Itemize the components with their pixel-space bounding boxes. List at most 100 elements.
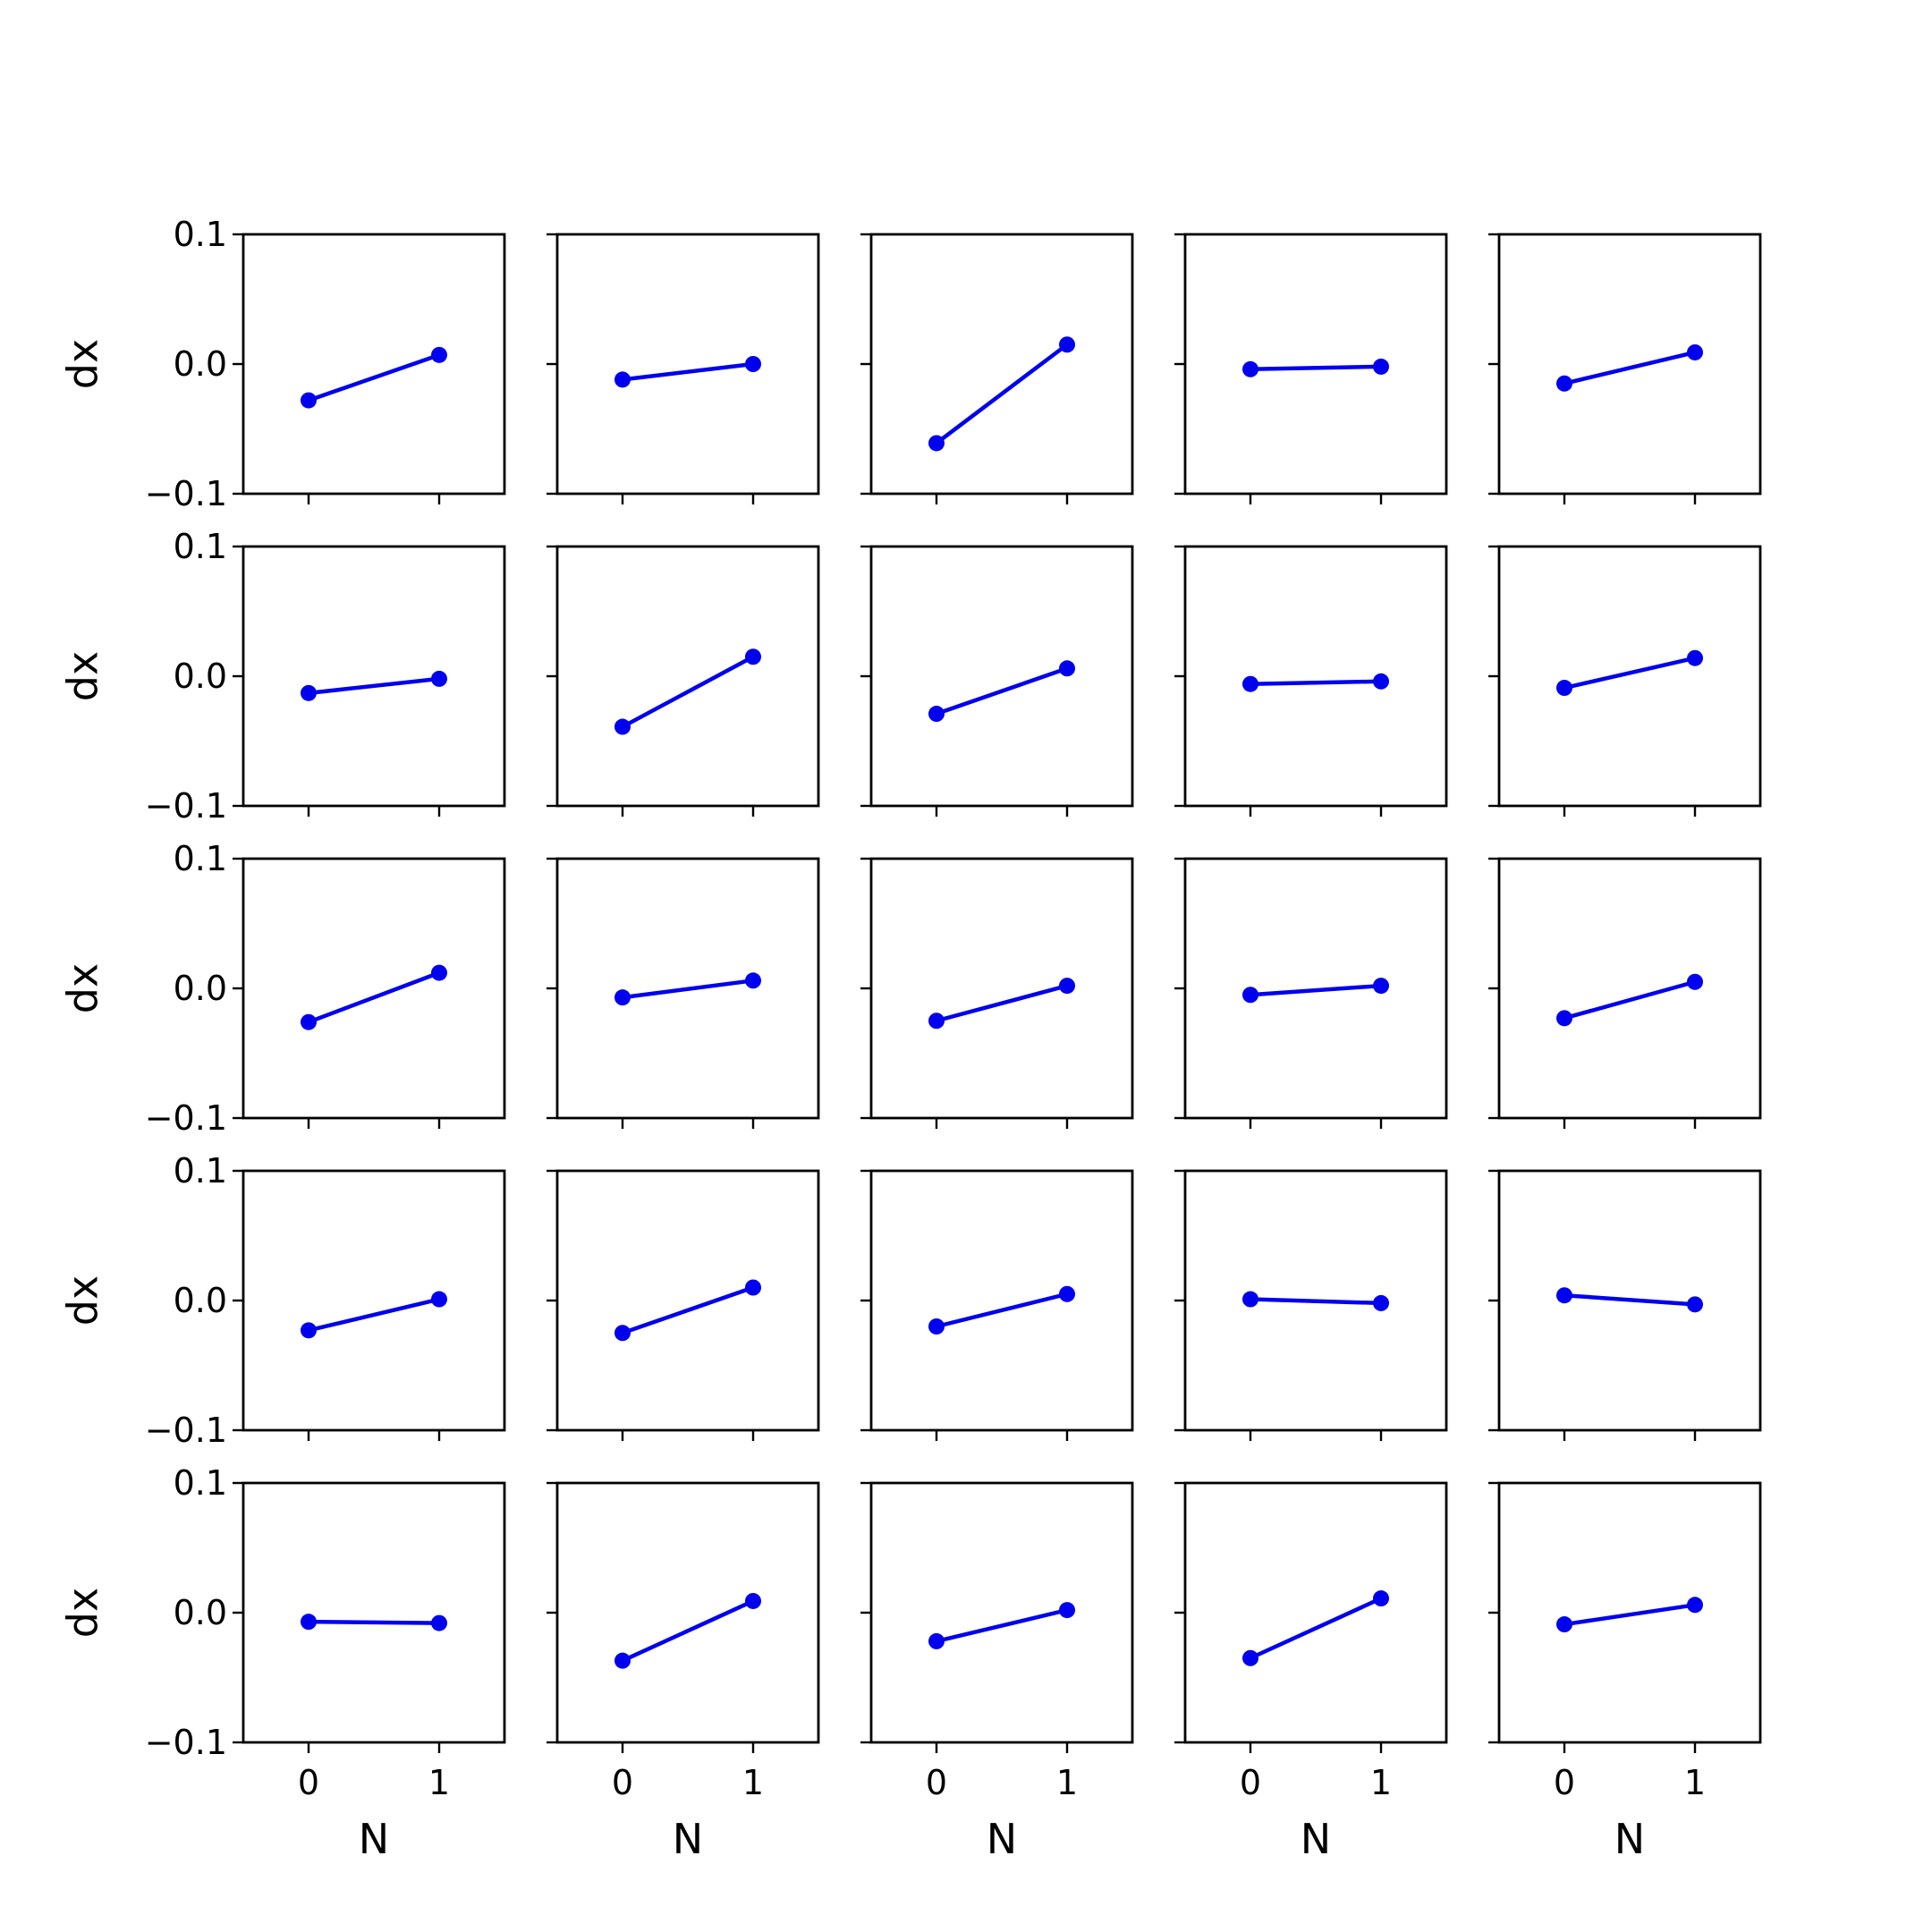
panel-0-0-ytick-label-1: 0.0 xyxy=(174,344,227,384)
panel-0-1-series-line xyxy=(620,361,756,382)
panel-3-0-frame xyxy=(242,1169,506,1432)
panel-1-0-ytick-label-2: 0.1 xyxy=(174,527,227,566)
panel-3-1-point-1 xyxy=(745,1279,761,1296)
panel-4-0-ytick-label-2: 0.1 xyxy=(174,1463,227,1503)
panel-0-2-series-line xyxy=(934,343,1070,445)
panel-3-1-series-line xyxy=(620,1285,756,1335)
panel-4-0-ytick-label-0: −0.1 xyxy=(145,1723,227,1762)
panel-4-4-xtick-label-1: 1 xyxy=(1684,1763,1706,1802)
panel-0-4-series-line xyxy=(1562,350,1698,386)
panel-4-2-series-line xyxy=(934,1607,1070,1644)
panel-0-3-series-line xyxy=(1248,364,1384,372)
panel-2-1-point-0 xyxy=(614,989,631,1006)
panel-4-0-ytick-label-1: 0.0 xyxy=(174,1593,227,1632)
panel-0-3-frame xyxy=(1183,233,1448,496)
panel-3-1-frame xyxy=(555,1169,820,1432)
panel-4-1-series-line xyxy=(620,1598,756,1663)
panel-2-3-point-0 xyxy=(1242,987,1258,1004)
panel-2-xlabel: N xyxy=(987,1815,1017,1863)
panel-0-0-ytick-label-0: −0.1 xyxy=(145,474,227,513)
panel-1-1-point-1 xyxy=(745,648,761,665)
panel-2-0-frame xyxy=(242,857,506,1120)
panel-1-2-frame xyxy=(869,545,1134,808)
panel-4-4-point-0 xyxy=(1556,1616,1572,1633)
panel-3-ylabel: dx xyxy=(59,1275,107,1326)
panel-4-0-point-1 xyxy=(431,1614,447,1631)
panel-0-2-frame xyxy=(869,233,1134,496)
panel-1-0-frame xyxy=(242,545,506,808)
panel-1-1-frame xyxy=(555,545,820,808)
panel-4-1-point-0 xyxy=(614,1652,631,1669)
panel-3-0-series-line xyxy=(306,1297,442,1333)
panel-3-2-point-0 xyxy=(928,1318,945,1335)
panel-1-2-point-0 xyxy=(928,706,945,723)
panel-4-4-point-1 xyxy=(1687,1597,1703,1614)
panel-2-4-point-0 xyxy=(1556,1010,1572,1027)
panel-1-4-point-1 xyxy=(1687,649,1703,666)
panel-2-2-point-1 xyxy=(1059,978,1075,995)
panel-4-1-xtick-label-1: 1 xyxy=(742,1763,764,1802)
panel-4-3-xtick-label-1: 1 xyxy=(1370,1763,1392,1802)
panel-4-2-point-1 xyxy=(1059,1602,1075,1619)
panel-3-2-point-1 xyxy=(1059,1285,1075,1302)
panel-4-3-frame xyxy=(1183,1481,1448,1744)
panel-2-2-point-0 xyxy=(928,1013,945,1030)
panel-2-1-point-1 xyxy=(745,972,761,989)
panel-3-3-point-0 xyxy=(1242,1291,1258,1308)
panel-1-ylabel: dx xyxy=(59,651,107,701)
panel-3-3-point-1 xyxy=(1373,1294,1389,1311)
panel-4-0-xtick-label-0: 0 xyxy=(298,1763,319,1802)
panel-3-3-series-line xyxy=(1248,1297,1384,1306)
panel-2-2-frame xyxy=(869,857,1134,1120)
panel-0-1-frame xyxy=(555,233,820,496)
panel-3-2-series-line xyxy=(934,1292,1070,1329)
panel-0-4-frame xyxy=(1497,233,1762,496)
panel-3-0-point-0 xyxy=(301,1322,317,1339)
panel-3-4-series-line xyxy=(1562,1292,1698,1307)
panel-1-0-series-line xyxy=(306,676,442,696)
panel-0-0-point-1 xyxy=(431,346,447,363)
panel-1-4-frame xyxy=(1497,545,1762,808)
panel-4-3-point-1 xyxy=(1373,1590,1389,1607)
panel-2-ylabel: dx xyxy=(59,963,107,1013)
panel-2-0-ytick-label-0: −0.1 xyxy=(145,1098,227,1138)
panel-2-4-point-1 xyxy=(1687,973,1703,990)
panel-3-0-ytick-label-2: 0.1 xyxy=(174,1151,227,1191)
panel-4-1-frame xyxy=(555,1481,820,1744)
panel-1-3-point-0 xyxy=(1242,675,1258,692)
panel-0-4-point-1 xyxy=(1687,343,1703,360)
panel-1-4-point-0 xyxy=(1556,680,1572,697)
panel-2-4-series-line xyxy=(1562,979,1698,1021)
panel-0-0-frame xyxy=(242,233,506,496)
panel-2-0-point-1 xyxy=(431,964,447,981)
panel-1-0-point-0 xyxy=(301,684,317,701)
panel-1-0-point-1 xyxy=(431,670,447,687)
panel-4-2-xtick-label-0: 0 xyxy=(926,1763,947,1802)
panel-4-2-frame xyxy=(869,1481,1134,1744)
panel-4-1-point-1 xyxy=(745,1592,761,1609)
panel-0-xlabel: N xyxy=(359,1815,389,1863)
panel-1-3-point-1 xyxy=(1373,673,1389,690)
panel-0-0-ytick-label-2: 0.1 xyxy=(174,215,227,254)
panel-2-0-ytick-label-1: 0.0 xyxy=(174,969,227,1008)
panel-0-2-point-0 xyxy=(928,435,945,452)
panel-2-0-series-line xyxy=(306,970,442,1024)
panel-1-0-ytick-label-0: −0.1 xyxy=(145,786,227,826)
panel-1-4-series-line xyxy=(1562,656,1698,691)
panel-0-0-point-0 xyxy=(301,392,317,409)
panel-4-4-series-line xyxy=(1562,1603,1698,1627)
panel-2-4-frame xyxy=(1497,857,1762,1120)
panel-4-0-series-line xyxy=(306,1619,442,1625)
panel-3-2-frame xyxy=(869,1169,1134,1432)
panel-0-4-point-0 xyxy=(1556,375,1572,392)
panel-3-4-point-1 xyxy=(1687,1296,1703,1313)
panel-3-0-ytick-label-0: −0.1 xyxy=(145,1411,227,1450)
panel-3-1-point-0 xyxy=(614,1325,631,1342)
panel-4-ylabel: dx xyxy=(59,1588,107,1638)
panel-4-1-xtick-label-0: 0 xyxy=(612,1763,633,1802)
panel-4-2-xtick-label-1: 1 xyxy=(1056,1763,1078,1802)
panel-0-1-point-1 xyxy=(745,356,761,372)
panel-4-0-frame xyxy=(242,1481,506,1744)
panel-1-3-series-line xyxy=(1248,679,1384,686)
